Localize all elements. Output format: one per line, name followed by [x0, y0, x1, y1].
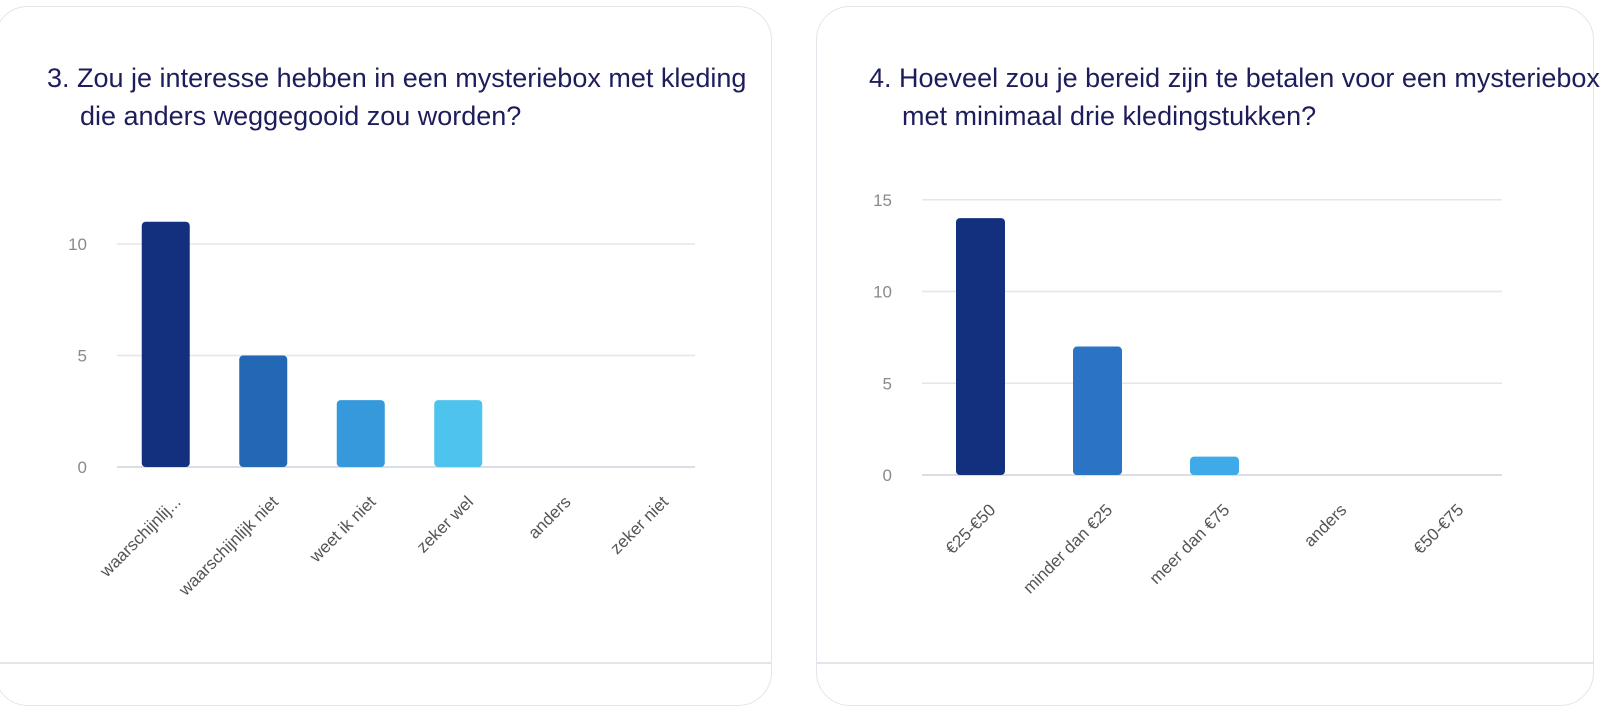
bar-chart-q3: 0 5 10 waarschijnlij...waarschijnlijk niet w… — [68, 221, 695, 600]
chart-title: 3. Zou je interesse hebben in een myster… — [47, 63, 747, 131]
y-tick-label: 0 — [78, 458, 87, 477]
card-divider — [0, 662, 771, 664]
bar — [434, 400, 483, 467]
chart-card-q4: 4. Hoeveel zou je bereid zijn te betalen… — [816, 6, 1600, 706]
bar — [1073, 346, 1122, 475]
y-tick-label: 0 — [883, 466, 892, 485]
x-tick-label: waarschijnlij... — [96, 492, 185, 581]
y-tick-label: 5 — [78, 347, 87, 366]
bar — [1190, 456, 1239, 475]
chart-title: 4. Hoeveel zou je bereid zijn te betalen… — [869, 63, 1600, 131]
y-tick-label: 5 — [883, 374, 892, 393]
x-tick-label: weet ik niet — [305, 492, 379, 566]
bar — [141, 221, 190, 467]
x-tick-label: €50-€75 — [1410, 500, 1468, 558]
x-tick-label: zeker wel — [413, 492, 477, 556]
x-tick-label: waarschijnlijk niet — [174, 492, 282, 600]
bar-chart-q4: 0 5 10 15 €25-€50 minder dan €25 meer dan €75 a… — [873, 191, 1502, 597]
x-tick-label: anders — [1300, 500, 1350, 550]
x-tick-label: anders — [524, 492, 574, 542]
y-tick-label: 15 — [873, 191, 892, 210]
bar — [239, 355, 288, 467]
bar — [336, 400, 385, 467]
x-tick-label: minder dan €25 — [1019, 500, 1116, 597]
bar — [956, 218, 1005, 475]
card-divider — [817, 662, 1593, 664]
chart-card-q3: 3. Zou je interesse hebben in een myster… — [0, 6, 772, 706]
x-tick-label: €25-€50 — [942, 500, 1000, 558]
x-tick-label: zeker niet — [607, 492, 673, 558]
y-tick-label: 10 — [68, 235, 87, 254]
y-tick-label: 10 — [873, 283, 892, 302]
x-tick-label: meer dan €75 — [1146, 500, 1234, 588]
